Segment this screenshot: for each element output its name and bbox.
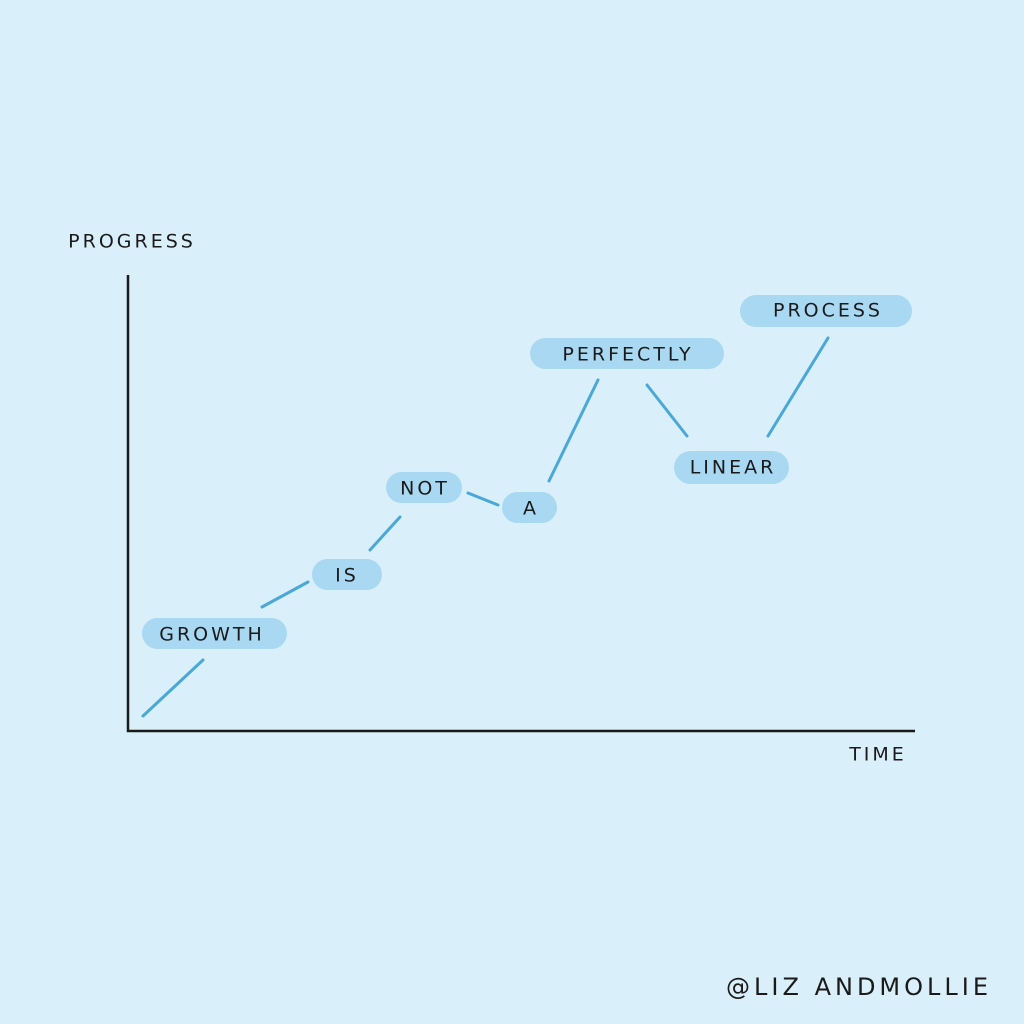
- word: NOT: [400, 478, 450, 500]
- credit: @LIZ ANDMOLLIE: [726, 973, 992, 1001]
- word-pill: LINEAR: [674, 451, 789, 484]
- word: PERFECTLY: [562, 344, 693, 366]
- segment: [547, 378, 600, 483]
- word-pill: PROCESS: [740, 295, 912, 327]
- pill: [386, 472, 462, 503]
- segment: [466, 491, 500, 507]
- word: IS: [335, 565, 359, 587]
- segment: [368, 515, 402, 552]
- segment: [766, 336, 830, 438]
- x-axis-label: TIME: [848, 744, 907, 766]
- segment: [260, 580, 310, 609]
- pill: [530, 338, 724, 369]
- word-pill: NOT: [386, 472, 462, 503]
- word: PROCESS: [773, 300, 883, 322]
- word: GROWTH: [159, 624, 265, 646]
- word: A: [523, 498, 539, 520]
- word-pill: GROWTH: [142, 618, 287, 649]
- axes: [126, 275, 915, 733]
- segments: [141, 336, 830, 718]
- pill: [740, 295, 912, 327]
- pill: [142, 618, 287, 649]
- pill: [312, 559, 382, 590]
- segment: [645, 383, 689, 438]
- y-axis-label: PROGRESS: [68, 231, 196, 253]
- segment: [141, 658, 205, 718]
- word-pill: IS: [312, 559, 382, 590]
- pill: [674, 451, 789, 484]
- word: LINEAR: [690, 457, 777, 479]
- word-pill: PERFECTLY: [530, 338, 724, 369]
- word-pill: A: [502, 492, 557, 523]
- pill: [502, 492, 557, 523]
